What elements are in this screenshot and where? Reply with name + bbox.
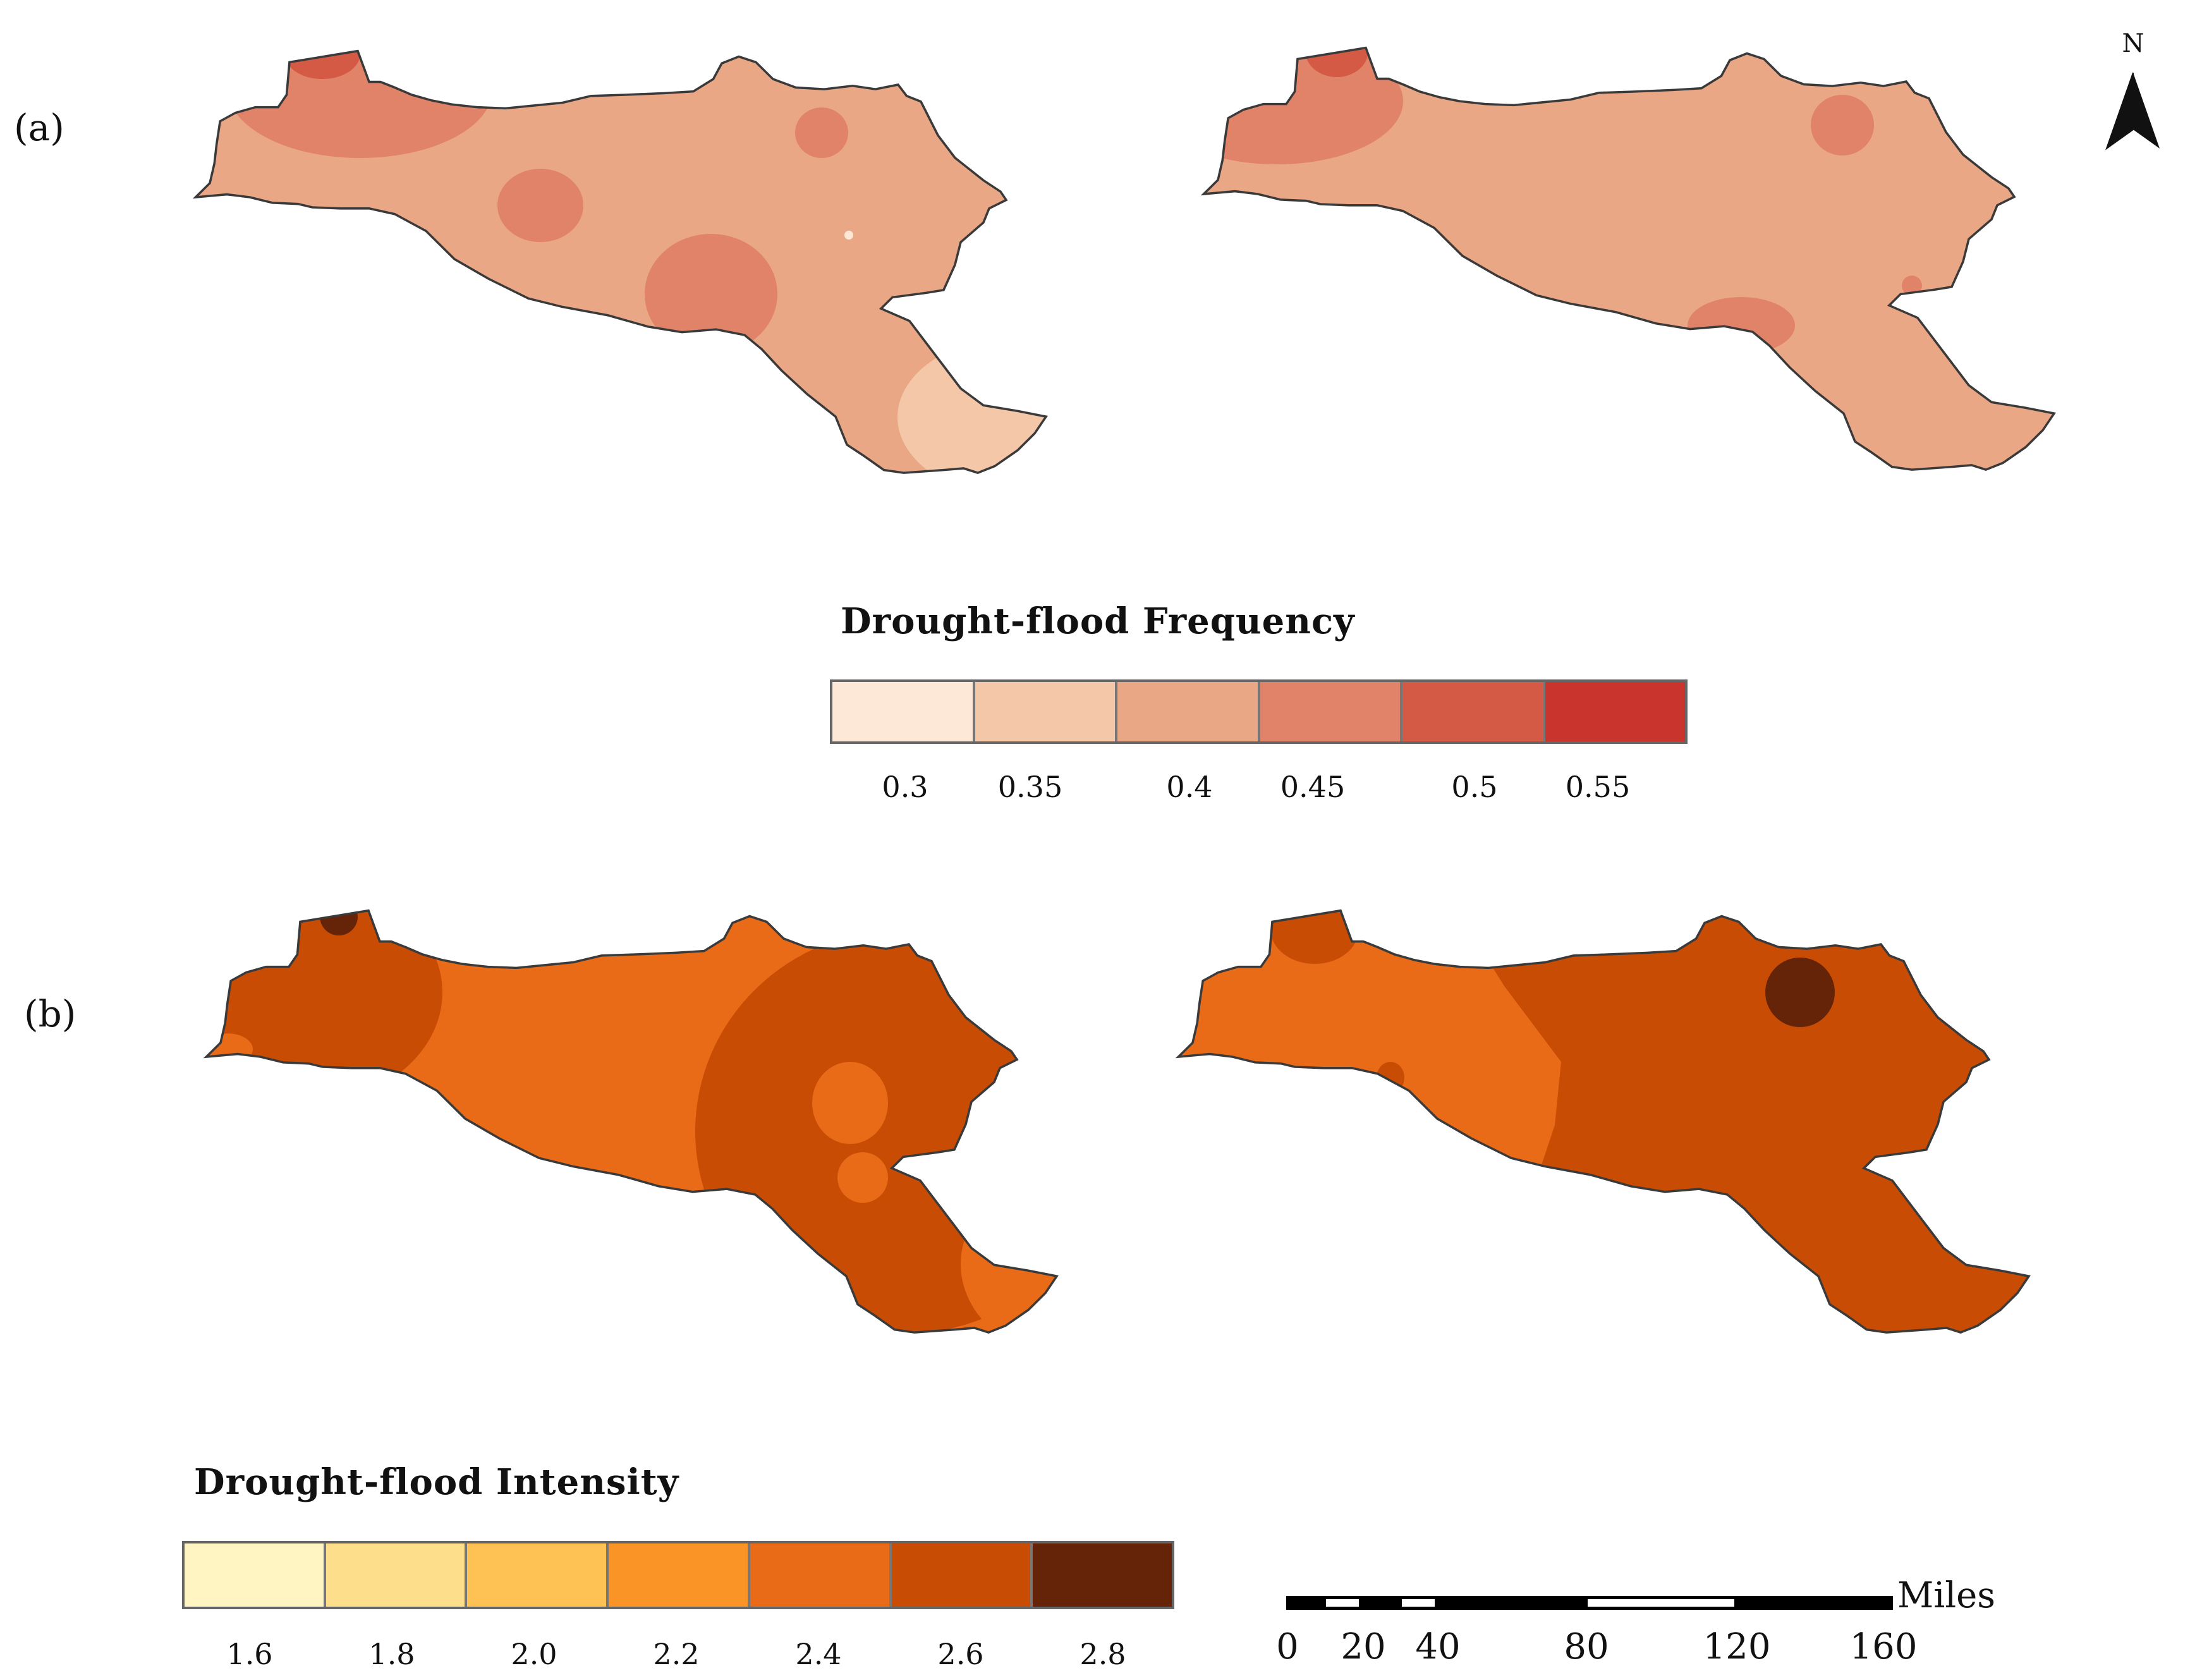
intensity-legend-bar — [182, 1541, 1174, 1609]
frequency-legend-tick: 0.35 — [997, 770, 1063, 804]
frequency-legend-swatch — [1402, 682, 1545, 741]
frequency-legend-tick: 0.4 — [1166, 770, 1213, 804]
frequency-legend-tick: 0.55 — [1565, 770, 1631, 804]
intensity-legend-tick: 2.6 — [937, 1637, 984, 1671]
intensity-legend-swatch — [185, 1543, 326, 1607]
panel-label-b: (b) — [24, 992, 76, 1035]
frequency-legend-tick: 0.3 — [882, 770, 928, 804]
north-arrow-icon — [2105, 72, 2160, 150]
scale-bar-unit: Miles — [1897, 1575, 1996, 1616]
scale-bar-tick: 80 — [1564, 1626, 1609, 1667]
intensity-legend-tick: 2.0 — [511, 1637, 557, 1671]
intensity-legend-tick: 1.6 — [226, 1637, 273, 1671]
frequency-map-right — [1202, 46, 2055, 471]
intensity-legend-swatch — [750, 1543, 892, 1607]
intensity-legend-tick: 2.2 — [653, 1637, 700, 1671]
frequency-legend-tick: 0.45 — [1280, 770, 1346, 804]
intensity-legend-swatch — [891, 1543, 1033, 1607]
intensity-legend-swatch — [467, 1543, 609, 1607]
frequency-legend-tick: 0.5 — [1451, 770, 1498, 804]
frequency-legend-title: Drought-flood Frequency — [841, 600, 1355, 642]
frequency-legend-swatch — [1545, 682, 1685, 741]
scale-bar-tick: 40 — [1415, 1626, 1461, 1667]
frequency-legend-swatch — [1117, 682, 1260, 741]
frequency-legend-swatch — [832, 682, 975, 741]
intensity-legend-title: Drought-flood Intensity — [194, 1461, 679, 1503]
scale-bar — [1286, 1596, 1893, 1610]
scale-bar-tick: 0 — [1276, 1626, 1299, 1667]
intensity-map-right — [1177, 909, 2030, 1334]
scale-bar-tick: 20 — [1341, 1626, 1386, 1667]
frequency-legend-swatch — [975, 682, 1117, 741]
intensity-map-left — [205, 909, 1058, 1334]
scale-bar-tick: 160 — [1849, 1626, 1918, 1667]
frequency-legend-bar — [830, 679, 1688, 744]
intensity-legend-tick: 2.4 — [795, 1637, 842, 1671]
intensity-legend-tick: 2.8 — [1080, 1637, 1126, 1671]
intensity-legend-swatch — [325, 1543, 468, 1607]
intensity-legend-swatch — [1033, 1543, 1172, 1607]
intensity-legend-swatch — [609, 1543, 750, 1607]
panel-label-a: (a) — [14, 106, 64, 149]
frequency-map-left — [194, 49, 1047, 474]
intensity-legend-tick: 1.8 — [368, 1637, 415, 1671]
frequency-legend-swatch — [1260, 682, 1402, 741]
north-label: N — [2122, 29, 2144, 58]
scale-bar-tick: 120 — [1703, 1626, 1771, 1667]
